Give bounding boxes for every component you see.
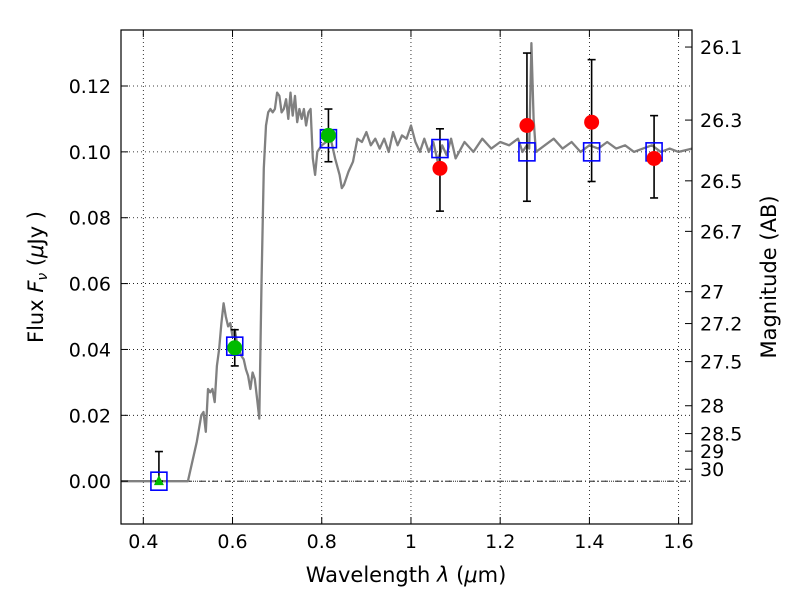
ir-point [646,150,662,166]
magnitude-tick-label: 27.2 [700,314,742,336]
magnitude-tick-label: 26.3 [700,110,742,132]
magnitude-tick-label: 26.1 [700,37,742,59]
data-points [150,114,663,491]
magnitude-tick-label: 30 [700,459,724,481]
model-point-square [150,471,168,491]
ir-point [432,160,448,176]
magnitude-tick-label: 26.7 [700,221,742,243]
model-point-square [518,142,536,162]
magnitude-tick-label: 27 [700,282,724,304]
x-tick-label: 0.6 [217,531,247,553]
x-tick-label: 1.6 [664,531,694,553]
model-spectrum [121,42,693,483]
x-tick-label: 0.8 [307,531,337,553]
y-tick-label: 0.04 [69,339,111,361]
y-tick-label: 0.02 [69,405,111,427]
detection-point [320,127,336,143]
y-tick-label: 0.06 [69,274,111,296]
detection-point [227,340,243,356]
x-tick-label: 1.2 [485,531,515,553]
ir-point [519,118,535,134]
x-tick-labels: 0.4 0.6 0.8 1 1.2 1.4 1.6 [128,531,694,553]
y-tick-label: 0.10 [69,142,111,164]
model-point-square [582,142,601,162]
magnitude-tick-label: 28 [700,396,724,418]
ir-point [584,114,600,130]
upper-limit-marker [153,475,164,486]
y-tick-label: 0.00 [69,471,111,493]
plot-frame [120,29,693,525]
right-axis-label: Magnitude (AB) [757,195,781,358]
model-point-square [431,138,449,159]
y-axis-label: Flux Fν (μJy ) [24,211,51,343]
x-tick-label: 1.4 [574,531,604,553]
magnitude-tick-label: 27.5 [700,352,742,374]
magnitude-tick-label: 26.5 [700,171,742,193]
magnitude-tick-label: 28.5 [700,424,742,446]
magnitude-tick-label: 29 [700,441,724,463]
error-bars [154,52,659,482]
grid-lines [121,30,692,524]
x-axis-label: Wavelength λ (μm) [306,563,507,587]
x-tick-label: 0.4 [128,531,158,553]
y-tick-label: 0.08 [69,208,111,230]
y-tick-labels: 0.00 0.02 0.04 0.06 0.08 0.10 0.12 [69,76,111,493]
y-tick-label: 0.12 [69,76,111,98]
model-spectrum-line [121,42,693,483]
axis-ticks [121,30,692,524]
x-tick-label: 1 [405,531,417,553]
